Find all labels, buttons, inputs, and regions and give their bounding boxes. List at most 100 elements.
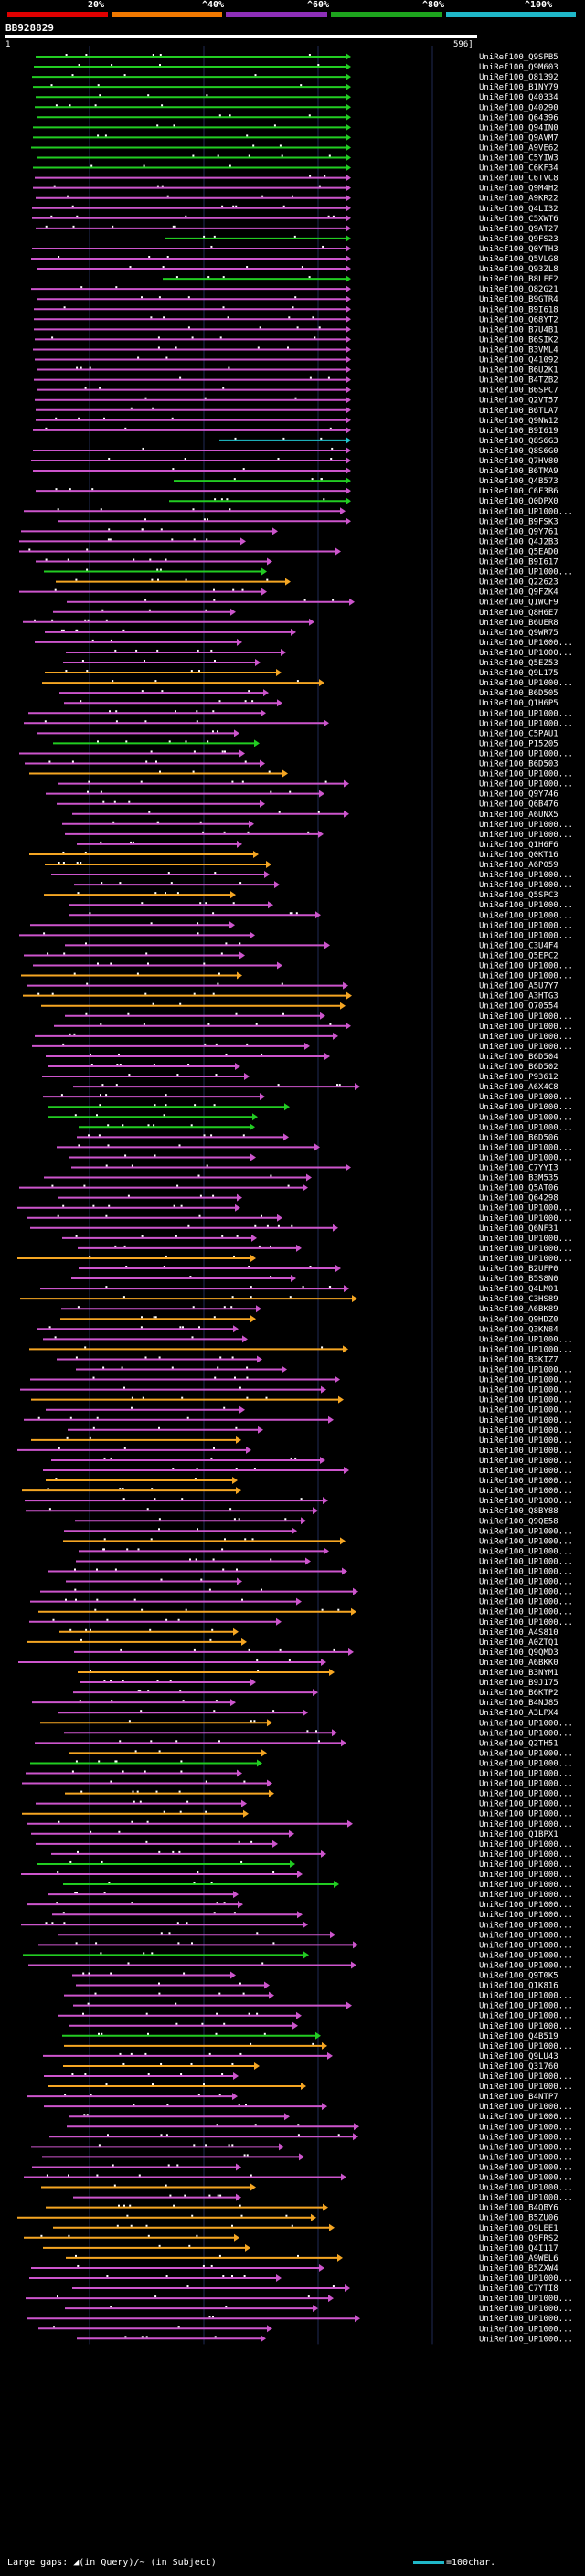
hit-label[interactable]: UniRef100_B6KTP2: [479, 1689, 558, 1698]
hit-label[interactable]: UniRef100_A0ZTQ1: [479, 1638, 558, 1648]
hit-label[interactable]: UniRef100_UP1000...: [479, 1103, 573, 1112]
hit-label[interactable]: UniRef100_B3KIZ7: [479, 1355, 558, 1364]
hit-label[interactable]: UniRef100_Q40290: [479, 103, 558, 112]
hit-label[interactable]: UniRef100_B9I619: [479, 427, 558, 436]
hit-label[interactable]: UniRef100_Q64396: [479, 113, 558, 122]
hit-label[interactable]: UniRef100_B7U4B1: [479, 325, 558, 334]
hit-label[interactable]: UniRef100_UP1000...: [479, 1901, 573, 1910]
hit-label[interactable]: UniRef100_UP1000...: [479, 1598, 573, 1607]
hit-label[interactable]: UniRef100_UP1000...: [479, 1467, 573, 1476]
hit-label[interactable]: UniRef100_B6D504: [479, 1053, 558, 1062]
hit-label[interactable]: UniRef100_UP1000...: [479, 1447, 573, 1456]
hit-label[interactable]: UniRef100_UP1000...: [479, 1881, 573, 1890]
hit-label[interactable]: UniRef100_Q8S6G0: [479, 447, 558, 456]
hit-label[interactable]: UniRef100_UP1000...: [479, 911, 573, 920]
hit-label[interactable]: UniRef100_B6SIK2: [479, 335, 558, 345]
hit-label[interactable]: UniRef100_B6D503: [479, 760, 558, 769]
hit-label[interactable]: UniRef100_UP1000...: [479, 1386, 573, 1395]
hit-label[interactable]: UniRef100_UP1000...: [479, 649, 573, 658]
hit-label[interactable]: UniRef100_A9VE62: [479, 143, 558, 153]
hit-label[interactable]: UniRef100_UP1000...: [479, 1719, 573, 1728]
hit-label[interactable]: UniRef100_Q9QE58: [479, 1517, 558, 1526]
hit-label[interactable]: UniRef100_Q4B573: [479, 477, 558, 486]
hit-label[interactable]: UniRef100_Q4B519: [479, 2032, 558, 2041]
hit-label[interactable]: UniRef100_UP1000...: [479, 1487, 573, 1496]
hit-label[interactable]: UniRef100_Q9Y746: [479, 790, 558, 800]
hit-label[interactable]: UniRef100_Q9LU43: [479, 2052, 558, 2062]
hit-label[interactable]: UniRef100_Q7HV80: [479, 457, 558, 466]
hit-label[interactable]: UniRef100_UP1000...: [479, 568, 573, 578]
hit-label[interactable]: UniRef100_B9I617: [479, 558, 558, 567]
hit-label[interactable]: UniRef100_Q8S6G3: [479, 437, 558, 446]
hit-label[interactable]: UniRef100_P15205: [479, 739, 558, 748]
hit-label[interactable]: UniRef100_UP1000...: [479, 1477, 573, 1486]
hit-label[interactable]: UniRef100_C3HS89: [479, 1295, 558, 1304]
hit-label[interactable]: UniRef100_UP1000...: [479, 1093, 573, 1102]
hit-label[interactable]: UniRef100_UP1000...: [479, 1618, 573, 1627]
hit-label[interactable]: UniRef100_B9J175: [479, 1679, 558, 1688]
hit-label[interactable]: UniRef100_UP1000...: [479, 1457, 573, 1466]
hit-label[interactable]: UniRef100_UP1000...: [479, 1143, 573, 1152]
hit-label[interactable]: UniRef100_B5ZXW4: [479, 2264, 558, 2274]
hit-label[interactable]: UniRef100_Q5EPC2: [479, 951, 558, 960]
hit-label[interactable]: UniRef100_UP1000...: [479, 2042, 573, 2051]
hit-label[interactable]: UniRef100_Q82G21: [479, 285, 558, 294]
hit-label[interactable]: UniRef100_UP1000...: [479, 2194, 573, 2203]
hit-label[interactable]: UniRef100_UP1000...: [479, 1416, 573, 1426]
hit-label[interactable]: UniRef100_UP1000...: [479, 780, 573, 790]
hit-label[interactable]: UniRef100_B4TZB2: [479, 376, 558, 386]
hit-label[interactable]: UniRef100_UP1000...: [479, 1557, 573, 1566]
hit-label[interactable]: UniRef100_UP1000...: [479, 2295, 573, 2304]
hit-label[interactable]: UniRef100_UP1000...: [479, 2163, 573, 2172]
hit-label[interactable]: UniRef100_B9GTR4: [479, 295, 558, 304]
hit-label[interactable]: UniRef100_UP1000...: [479, 1113, 573, 1122]
hit-label[interactable]: UniRef100_Q9NW12: [479, 417, 558, 426]
hit-label[interactable]: UniRef100_C6TVC8: [479, 175, 558, 184]
hit-label[interactable]: UniRef100_Q5EAD0: [479, 547, 558, 557]
hit-label[interactable]: UniRef100_UP1000...: [479, 1527, 573, 1536]
hit-label[interactable]: UniRef100_A5U7Y7: [479, 982, 558, 991]
hit-label[interactable]: UniRef100_UP1000...: [479, 770, 573, 779]
hit-label[interactable]: UniRef100_Q9L175: [479, 669, 558, 678]
hit-label[interactable]: UniRef100_UP1000...: [479, 1931, 573, 1940]
hit-label[interactable]: UniRef100_UP1000...: [479, 1012, 573, 1022]
hit-label[interactable]: UniRef100_UP1000...: [479, 679, 573, 688]
hit-label[interactable]: UniRef100_B6D506: [479, 1133, 558, 1142]
hit-label[interactable]: UniRef100_O70554: [479, 1002, 558, 1012]
hit-label[interactable]: UniRef100_B6D502: [479, 1063, 558, 1072]
hit-label[interactable]: UniRef100_UP1000...: [479, 1810, 573, 1819]
hit-label[interactable]: UniRef100_UP1000...: [479, 1820, 573, 1829]
hit-label[interactable]: UniRef100_UP1000...: [479, 1426, 573, 1436]
hit-label[interactable]: UniRef100_B3VML4: [479, 345, 558, 355]
hit-label[interactable]: UniRef100_Q31760: [479, 2062, 558, 2072]
hit-label[interactable]: UniRef100_UP1000...: [479, 2325, 573, 2334]
hit-label[interactable]: UniRef100_UP1000...: [479, 507, 573, 516]
hit-label[interactable]: UniRef100_B9FSK3: [479, 517, 558, 526]
hit-label[interactable]: UniRef100_B1NY79: [479, 83, 558, 92]
hit-label[interactable]: UniRef100_Q6B476: [479, 800, 558, 810]
hit-label[interactable]: UniRef100_Q9Y761: [479, 527, 558, 536]
hit-label[interactable]: UniRef100_UP1000...: [479, 2103, 573, 2112]
hit-label[interactable]: UniRef100_Q40334: [479, 93, 558, 102]
hit-label[interactable]: UniRef100_UP1000...: [479, 881, 573, 890]
hit-label[interactable]: UniRef100_B6TLA7: [479, 407, 558, 416]
hit-label[interactable]: UniRef100_Q9SPB5: [479, 53, 558, 62]
hit-label[interactable]: UniRef100_UP1000...: [479, 749, 573, 758]
hit-label[interactable]: UniRef100_B6TMA9: [479, 467, 558, 476]
hit-label[interactable]: UniRef100_Q9M603: [479, 63, 558, 72]
hit-label[interactable]: UniRef100_A6BK89: [479, 1305, 558, 1314]
hit-label[interactable]: UniRef100_Q3KN84: [479, 1325, 558, 1334]
hit-label[interactable]: UniRef100_UP1000...: [479, 2143, 573, 2152]
hit-label[interactable]: UniRef100_B4NTP7: [479, 2093, 558, 2102]
hit-label[interactable]: UniRef100_C5YIW3: [479, 154, 558, 164]
hit-label[interactable]: UniRef100_UP1000...: [479, 2072, 573, 2082]
hit-label[interactable]: UniRef100_B3M535: [479, 1174, 558, 1183]
hit-label[interactable]: UniRef100_Q64298: [479, 1194, 558, 1203]
hit-label[interactable]: UniRef100_UP1000...: [479, 1366, 573, 1375]
hit-label[interactable]: UniRef100_UP1000...: [479, 962, 573, 971]
hit-label[interactable]: UniRef100_UP1000...: [479, 1588, 573, 1597]
hit-label[interactable]: UniRef100_O81392: [479, 73, 558, 82]
hit-label[interactable]: UniRef100_B4NJ85: [479, 1699, 558, 1708]
hit-label[interactable]: UniRef100_UP1000...: [479, 2315, 573, 2324]
hit-label[interactable]: UniRef100_UP1000...: [479, 1951, 573, 1960]
